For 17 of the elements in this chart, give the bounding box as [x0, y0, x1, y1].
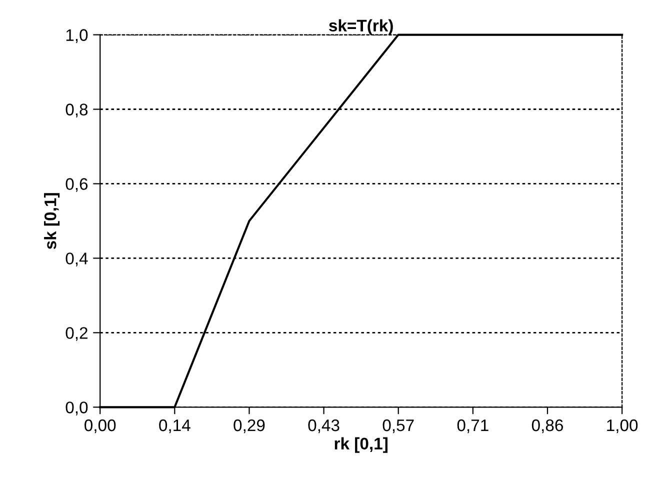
x-axis-title: rk [0,1]	[334, 437, 388, 453]
y-tick-label: 1,0	[66, 29, 88, 43]
y-tick-label: 0,0	[66, 402, 88, 416]
chart-title: sk=T(rk)	[329, 19, 393, 35]
y-tick-label: 0,4	[66, 252, 88, 266]
x-tick-label: 0,71	[457, 419, 488, 434]
y-tick-label: 0,2	[66, 327, 88, 341]
x-tick-label: 0,29	[234, 419, 265, 434]
y-tick-label: 0,6	[66, 178, 88, 192]
y-axis-title: sk [0,1]	[44, 193, 60, 250]
x-tick-label: 0,00	[84, 419, 116, 434]
x-tick-label: 0,14	[159, 419, 190, 434]
x-tick-label: 1,00	[607, 419, 638, 434]
x-tick-label: 0,86	[532, 419, 563, 434]
x-tick-label: 0,57	[382, 419, 414, 434]
y-tick-label: 0,8	[66, 104, 88, 118]
x-tick-label: 0,43	[308, 419, 340, 434]
